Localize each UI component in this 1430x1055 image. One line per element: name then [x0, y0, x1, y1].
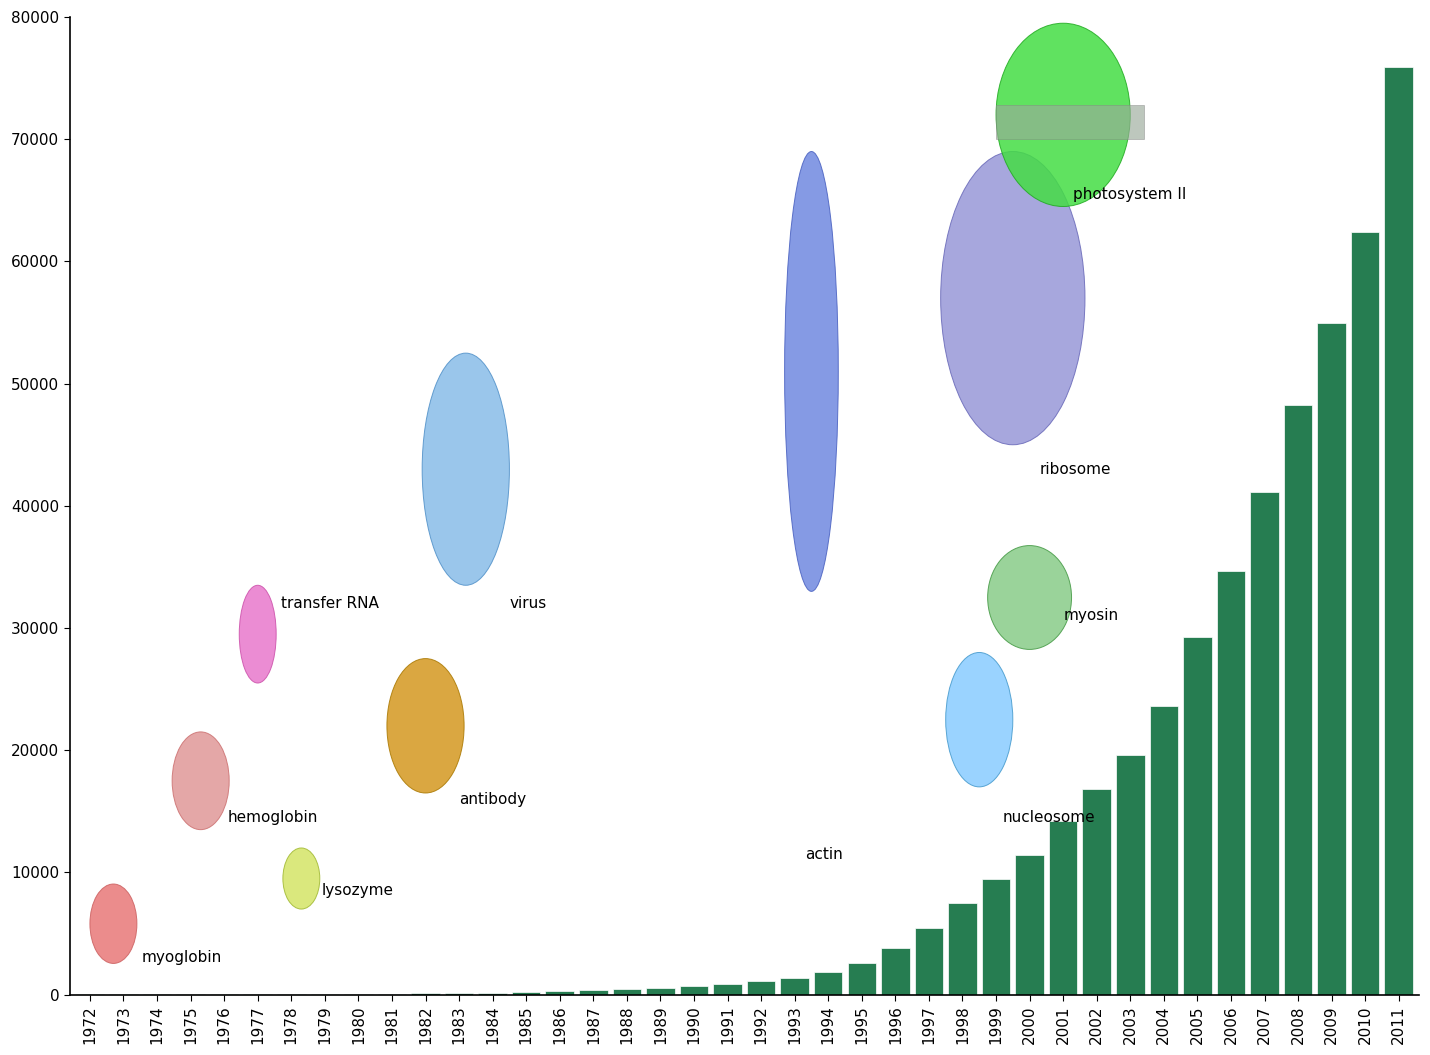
Bar — [1183, 637, 1211, 995]
Text: hemoglobin: hemoglobin — [227, 810, 317, 825]
Bar — [545, 992, 573, 995]
Bar — [1150, 706, 1178, 995]
Ellipse shape — [988, 545, 1071, 650]
Text: virus: virus — [509, 596, 546, 611]
Ellipse shape — [945, 652, 1012, 787]
Ellipse shape — [283, 848, 320, 909]
Bar — [1384, 66, 1413, 995]
Bar — [1048, 821, 1077, 995]
Bar — [1015, 856, 1044, 995]
Text: ribosome: ribosome — [1040, 462, 1111, 477]
Text: nucleosome: nucleosome — [1002, 810, 1095, 825]
Bar — [445, 993, 473, 995]
Bar — [881, 947, 909, 995]
Ellipse shape — [239, 586, 276, 683]
Bar — [982, 879, 1011, 995]
Ellipse shape — [422, 353, 509, 586]
Ellipse shape — [90, 884, 137, 963]
Bar — [479, 993, 506, 995]
Bar — [814, 973, 842, 995]
Bar — [714, 983, 742, 995]
Bar — [1083, 789, 1111, 995]
Bar — [579, 991, 608, 995]
Text: antibody: antibody — [459, 791, 526, 807]
Bar — [948, 903, 977, 995]
Ellipse shape — [941, 152, 1085, 445]
Bar — [1250, 492, 1278, 995]
Bar — [612, 990, 641, 995]
Text: transfer RNA: transfer RNA — [282, 596, 379, 611]
Bar — [1351, 232, 1380, 995]
FancyBboxPatch shape — [997, 106, 1144, 139]
Bar — [646, 987, 675, 995]
Ellipse shape — [997, 23, 1130, 207]
Text: lysozyme: lysozyme — [322, 883, 393, 898]
Bar — [1217, 571, 1246, 995]
Bar — [848, 963, 877, 995]
Text: actin: actin — [805, 846, 842, 862]
Ellipse shape — [172, 732, 229, 829]
Bar — [512, 992, 541, 995]
Text: photosystem II: photosystem II — [1074, 187, 1187, 202]
Bar — [679, 985, 708, 995]
Bar — [412, 994, 440, 995]
Bar — [1317, 323, 1346, 995]
Text: myoglobin: myoglobin — [142, 951, 222, 965]
Bar — [781, 978, 809, 995]
Bar — [1115, 754, 1144, 995]
Text: myosin: myosin — [1062, 609, 1118, 624]
Ellipse shape — [785, 152, 838, 592]
Bar — [746, 981, 775, 995]
Ellipse shape — [388, 658, 465, 793]
Bar — [915, 928, 944, 995]
Bar — [1284, 405, 1313, 995]
